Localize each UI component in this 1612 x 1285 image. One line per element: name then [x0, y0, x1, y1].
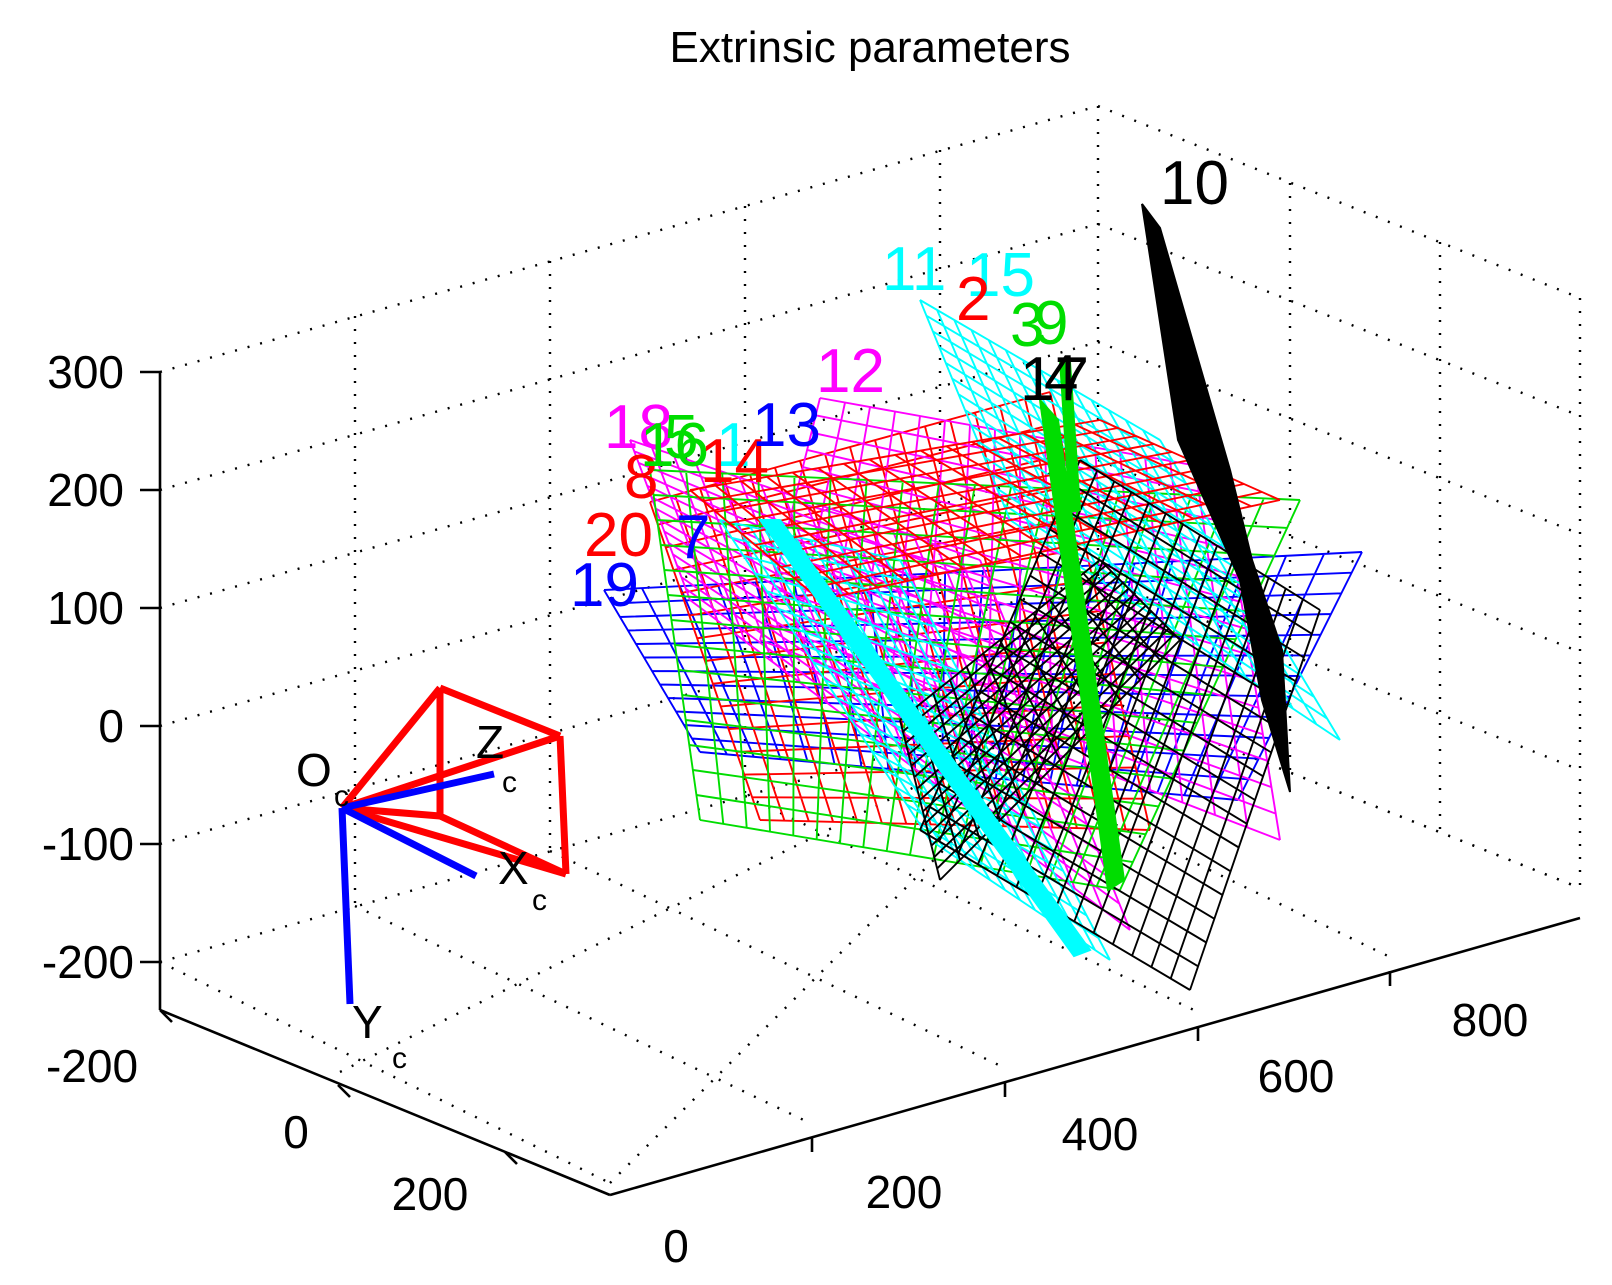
mesh-lines [689, 419, 1281, 601]
y-tick-label: 200 [866, 1166, 943, 1218]
y-tick-label: 400 [1062, 1108, 1139, 1160]
grid-line [549, 849, 1006, 1070]
camera-y-sub: c [392, 1042, 407, 1075]
grid-line [159, 960, 611, 1185]
camera-z-axis [341, 770, 495, 812]
board-label-19: 19 [570, 551, 639, 620]
mesh-lines [919, 299, 1341, 741]
board-label-20: 20 [584, 501, 653, 570]
board-label-5: 5 [664, 403, 698, 472]
checkerboard-14 [689, 419, 1281, 601]
board-label-1: 1 [716, 411, 750, 480]
z-tick-labels: 300 200 100 0 -100 -200 [42, 346, 134, 988]
board-label-16: 16 [640, 411, 709, 480]
edge-board-9 [1058, 358, 1082, 514]
camera-origin-sub: c [334, 780, 349, 813]
checkerboard-meshes [603, 203, 1363, 991]
camera-z-label: Z [476, 716, 504, 768]
camera-y-label: Y [352, 996, 383, 1048]
z-tick-label: 200 [47, 464, 124, 516]
edge-board-10 [1141, 203, 1291, 793]
grid-line [1097, 694, 1581, 890]
chart-title: Extrinsic parameters [669, 23, 1070, 72]
z-tick-label: -100 [42, 818, 134, 870]
y-tick-label: 600 [1258, 1050, 1335, 1102]
checkerboard-11 [919, 299, 1341, 741]
grid-lines [159, 104, 1582, 1185]
board-label-18: 18 [604, 393, 673, 462]
board-label-7: 7 [676, 503, 710, 572]
edge-board-3 [1038, 396, 1126, 892]
camera-frame: O c Z c X c Y c [296, 684, 570, 1075]
x-tick-label: -200 [46, 1040, 138, 1092]
camera-origin-label: O [296, 744, 332, 796]
frustum-edge [340, 732, 562, 812]
frustum-edge [438, 684, 562, 740]
board-label-11: 11 [882, 235, 946, 304]
board-label-3: 3 [1010, 291, 1044, 360]
z-tick-label: 300 [47, 346, 124, 398]
camera-frustum [339, 684, 570, 878]
grid-line [1097, 694, 1581, 890]
z-tick-label: 100 [47, 582, 124, 634]
camera-x-sub: c [532, 884, 547, 917]
axes [140, 370, 1581, 1197]
board-label-14: 14 [700, 427, 769, 496]
y-tick-labels: 0 200 400 600 800 [663, 994, 1528, 1272]
y-tick-label: 800 [1452, 994, 1529, 1046]
frustum-edge [341, 804, 441, 820]
camera-x-label: X [498, 842, 529, 894]
camera-z-sub: c [502, 766, 517, 799]
board-label-9: 9 [1034, 289, 1068, 358]
x-tick-labels: -200 0 200 [46, 1040, 468, 1220]
x-axis-line [159, 1008, 611, 1197]
z-tick-label: 0 [98, 700, 124, 752]
board-label-4: 4 [1044, 343, 1078, 412]
board-label-8: 8 [624, 443, 658, 512]
y-tick-label: 0 [663, 1220, 689, 1272]
board-label-13: 13 [752, 391, 821, 460]
grid-line [354, 904, 813, 1126]
grid-line [939, 738, 1391, 959]
y-axis-line [609, 916, 1581, 1197]
frustum-edge [339, 685, 443, 811]
board-label-10: 10 [1160, 149, 1229, 218]
camera-axes [338, 770, 495, 1005]
edge-board-1 [758, 519, 1092, 958]
z-tick-label: -200 [42, 936, 134, 988]
frustum-edge [341, 804, 567, 878]
board-label-15: 15 [966, 241, 1035, 310]
camera-x-axis [340, 804, 478, 880]
board-label-12: 12 [816, 337, 885, 406]
frustum-edge [556, 735, 570, 875]
camera-y-axis [338, 807, 354, 1005]
frustum-edge [438, 812, 568, 878]
board-label-2: 2 [956, 265, 990, 334]
x-tick-label: 200 [392, 1168, 469, 1220]
x-tick-label: 0 [283, 1106, 309, 1158]
board-label-17: 17 [1020, 345, 1089, 414]
